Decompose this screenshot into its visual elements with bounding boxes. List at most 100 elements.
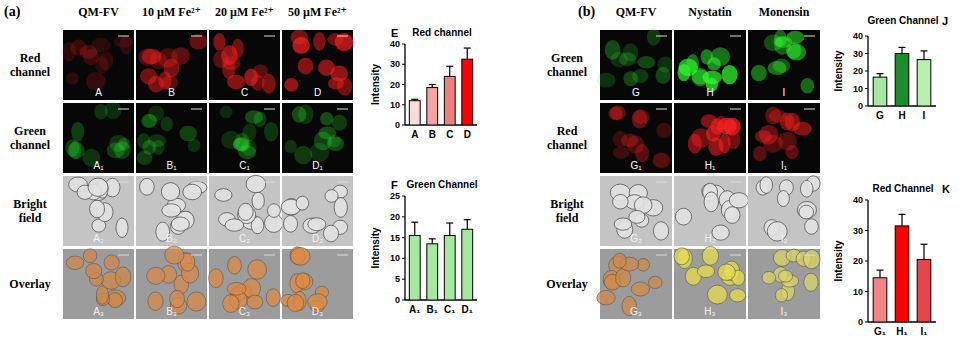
cell <box>335 33 354 51</box>
tile-label: I₁ <box>781 160 788 171</box>
error-bar <box>877 270 884 278</box>
cell <box>252 192 264 209</box>
y-tick-label: 40 <box>853 31 863 41</box>
cell <box>267 204 280 218</box>
row-label: Greenchannel <box>547 51 588 79</box>
cell <box>162 204 181 217</box>
y-tick <box>865 230 868 231</box>
error-bar <box>446 66 453 76</box>
cell <box>610 106 626 121</box>
cell <box>674 248 689 265</box>
y-tick-label: 10 <box>853 84 863 94</box>
cell <box>143 114 157 128</box>
scale-bar <box>656 255 667 256</box>
x-tick-label: I <box>923 110 926 121</box>
row-label-part: channel <box>10 138 51 152</box>
cell <box>220 106 233 118</box>
y-tick-label: 40 <box>390 39 400 49</box>
cell <box>775 289 787 303</box>
row-label-part: Overlay <box>546 277 587 291</box>
y-tick <box>402 196 405 197</box>
error-stem <box>923 51 924 60</box>
scale-bar <box>264 182 275 183</box>
tile-background <box>63 103 134 173</box>
column-header: Nystatin <box>688 5 732 19</box>
cell <box>115 267 131 287</box>
bar-chart: Red ChannelKIntensity010203040G₁H₁I₁ <box>833 183 950 337</box>
error-bar <box>464 48 471 59</box>
y-tick <box>865 291 868 292</box>
cell <box>623 71 638 86</box>
error-stem <box>879 270 880 278</box>
cell <box>656 67 671 84</box>
micrograph-tile: G₁ <box>600 103 672 173</box>
cell <box>327 135 340 148</box>
bars <box>409 48 472 125</box>
cell <box>296 273 310 289</box>
y-tick <box>865 88 868 89</box>
scale-bar <box>730 109 741 110</box>
bar <box>873 278 887 322</box>
micrograph-tile: I₂ <box>748 176 820 246</box>
cell <box>652 153 670 168</box>
tile-background <box>748 176 820 246</box>
tile-background <box>209 103 280 173</box>
cell <box>313 32 325 51</box>
cell <box>171 217 189 231</box>
cell <box>800 181 813 198</box>
cell <box>90 200 105 218</box>
cell <box>183 184 202 200</box>
cell <box>246 175 266 192</box>
micrograph-tile: D₃ <box>281 247 353 319</box>
micrograph-tile: C₂ <box>209 175 283 246</box>
cell <box>290 30 308 45</box>
y-tick <box>402 64 405 65</box>
cell <box>717 118 737 134</box>
tile-label: H₃ <box>704 306 715 317</box>
cell <box>777 191 789 207</box>
error-cap <box>877 73 884 74</box>
cell <box>298 105 313 125</box>
bar-chart: Red channelEIntensity010203040ABCD <box>370 27 477 140</box>
scale-bar <box>191 255 202 256</box>
error-bar <box>464 220 471 230</box>
tile-label: A₁ <box>93 160 104 171</box>
cell <box>656 123 671 139</box>
tile-label: H₁ <box>705 160 716 171</box>
row-label-part: field <box>19 211 42 225</box>
tile-background <box>63 30 134 100</box>
micrograph-tile: B₂ <box>136 176 207 246</box>
bar <box>427 244 438 300</box>
row-label: Greenchannel <box>10 124 51 152</box>
tile-background <box>748 103 820 173</box>
tile-label: C₃ <box>239 306 250 317</box>
cell <box>707 285 727 304</box>
tile-background <box>136 30 207 100</box>
error-cap <box>899 214 906 215</box>
cell <box>66 256 84 269</box>
chart-title: Red channel <box>412 27 472 38</box>
cell <box>223 295 239 313</box>
cell <box>318 60 335 76</box>
scale-bar <box>118 109 129 110</box>
micrograph-tile: G₂ <box>600 176 672 246</box>
cell <box>287 294 304 311</box>
micrograph-tile: G <box>597 28 674 100</box>
tile-background <box>748 30 820 100</box>
y-tick <box>402 216 405 217</box>
cell <box>148 134 167 147</box>
cell <box>653 222 668 240</box>
cell <box>597 73 616 88</box>
cell <box>253 65 268 78</box>
cell <box>762 271 776 284</box>
cell <box>613 253 626 268</box>
error-cap <box>464 47 471 48</box>
micrograph-tile: B <box>136 30 207 100</box>
cell <box>648 276 662 288</box>
column-header: Monensin <box>759 5 810 19</box>
bar <box>917 259 931 322</box>
tile-label: C₁ <box>239 160 250 171</box>
row-label-part: field <box>556 211 579 225</box>
bar <box>462 59 473 125</box>
tile-background <box>209 30 280 100</box>
